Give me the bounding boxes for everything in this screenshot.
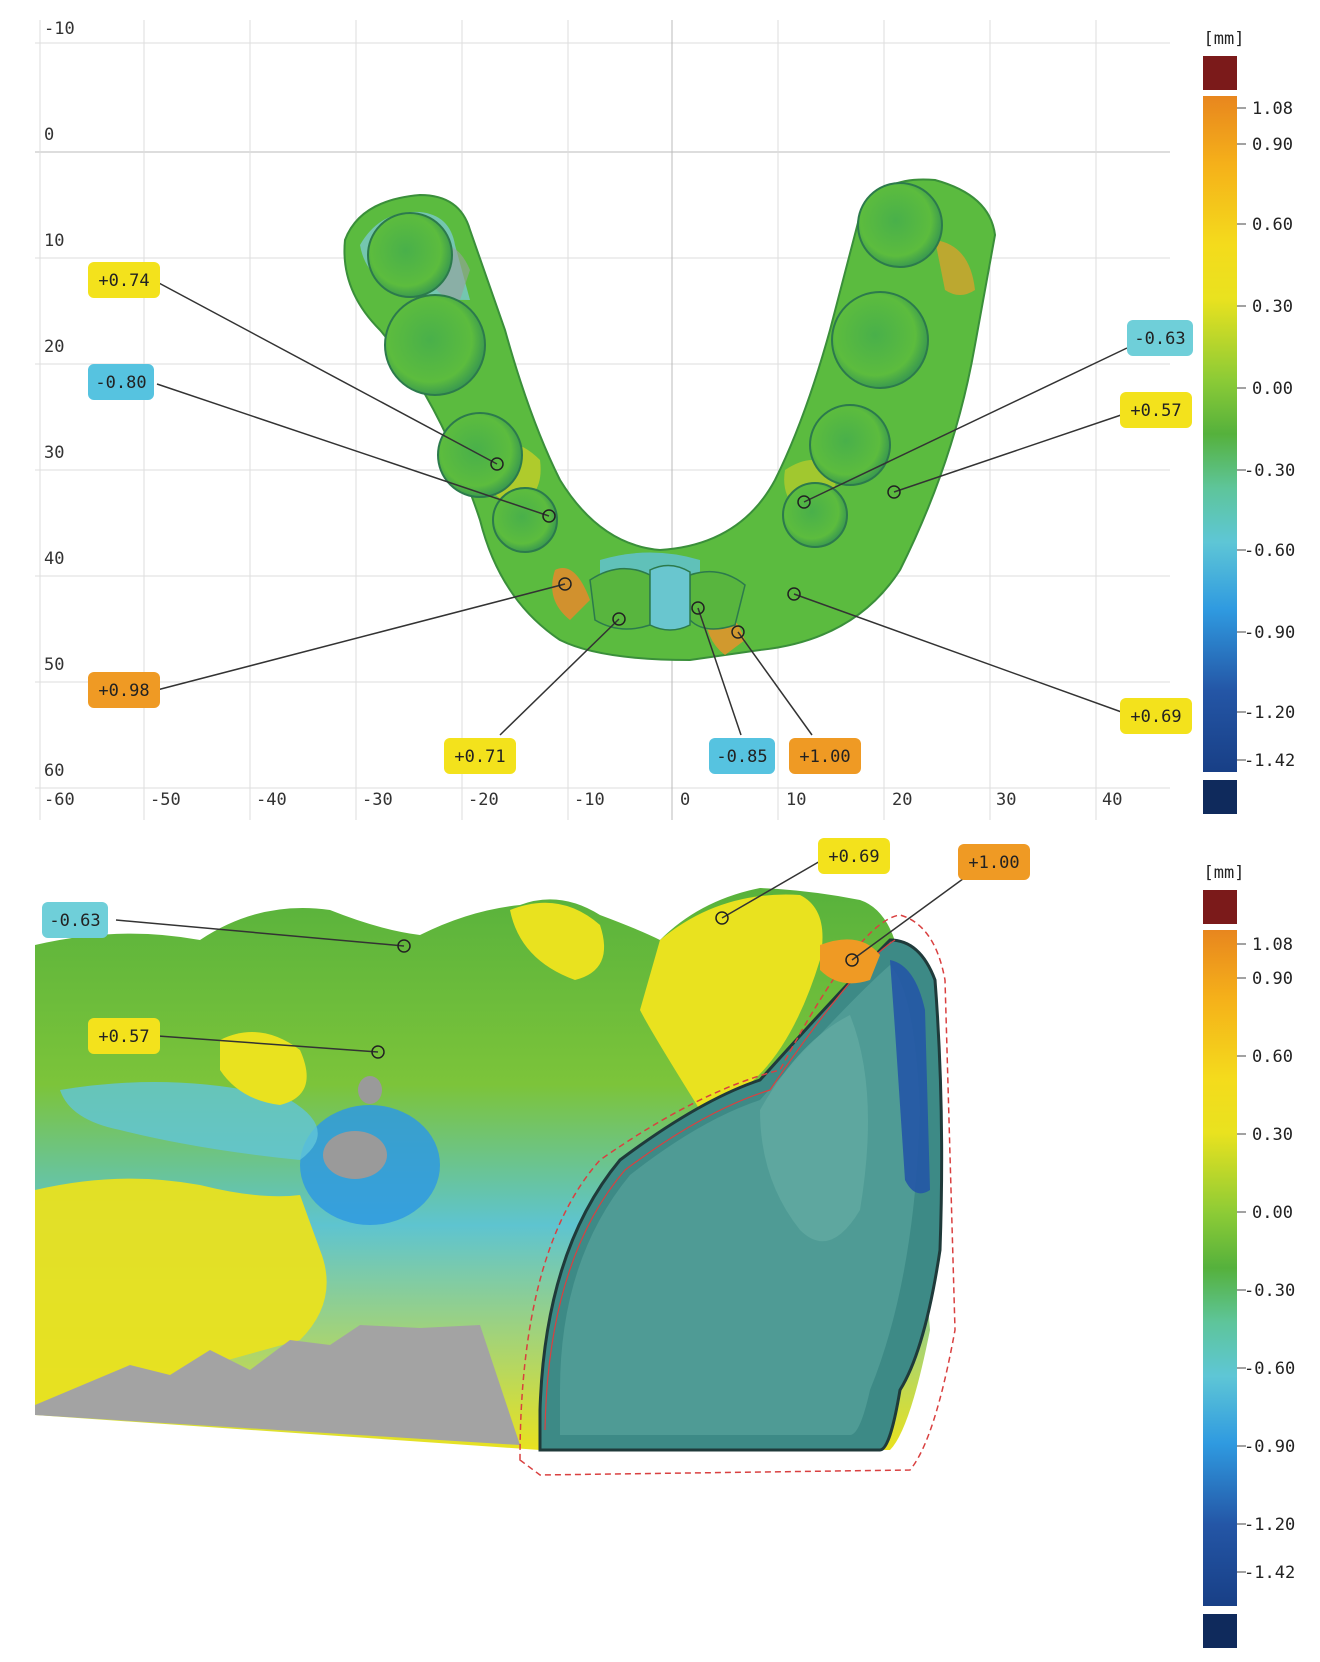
callout-value: -0.85 — [716, 747, 767, 767]
scale-label: -0.90 — [1244, 623, 1295, 643]
units-label: [mm] — [1204, 29, 1245, 49]
over-range-swatch — [1203, 890, 1237, 924]
arch-deviation-panel: -10 0 10 20 30 40 50 60 -60 -50 -40 -30 … — [0, 0, 1320, 830]
crown-section-view: -0.63 +0.57 +0.69 +1.00 [mm] 1.08 0.90 — [35, 838, 1295, 1648]
scale-label: 1.08 — [1252, 935, 1293, 955]
scale-label: -1.42 — [1244, 1563, 1295, 1583]
y-tick: -10 — [44, 19, 75, 39]
color-scale-bottom: [mm] 1.08 0.90 0.60 0.30 0.00 -0.30 -0.6… — [1203, 863, 1295, 1648]
scale-gradient — [1203, 96, 1237, 772]
callout-label-bottom-1: -0.63 — [42, 902, 108, 938]
x-tick: 40 — [1102, 790, 1122, 810]
callout-label-top-9: +0.69 — [1120, 698, 1192, 734]
scale-label: -0.90 — [1244, 1437, 1295, 1457]
callout-value: +0.57 — [1130, 401, 1181, 421]
callout-value: +0.98 — [98, 681, 149, 701]
callout-label-bottom-4: +1.00 — [958, 844, 1030, 880]
callout-value: +0.69 — [1130, 707, 1181, 727]
x-tick: 10 — [786, 790, 806, 810]
callout-points — [490, 457, 901, 639]
x-tick: 30 — [996, 790, 1016, 810]
callout-label-top-4: +0.71 — [444, 738, 516, 774]
under-range-swatch — [1203, 1614, 1237, 1648]
x-tick: 20 — [892, 790, 912, 810]
callout-value: -0.63 — [49, 911, 100, 931]
y-tick: 50 — [44, 655, 64, 675]
callout-value: +1.00 — [968, 853, 1019, 873]
callout-label-top-7: -0.63 — [1127, 320, 1193, 356]
callout-value: +0.74 — [98, 271, 149, 291]
callout-label-top-1: +0.74 — [88, 262, 160, 298]
units-label: [mm] — [1204, 863, 1245, 883]
x-tick: -60 — [44, 790, 75, 810]
callout-value: +0.69 — [828, 847, 879, 867]
under-range-swatch — [1203, 780, 1237, 814]
callout-leaders-bottom — [115, 859, 983, 1053]
over-range-swatch — [1203, 56, 1237, 90]
scale-label: 1.08 — [1252, 99, 1293, 119]
crown-section-panel: -0.63 +0.57 +0.69 +1.00 [mm] 1.08 0.90 — [0, 830, 1320, 1658]
x-tick: -30 — [362, 790, 393, 810]
color-scale-top: [mm] 1.08 0.90 0.60 0.30 0.00 -0.30 -0.6… — [1203, 29, 1295, 814]
x-tick: -50 — [150, 790, 181, 810]
y-axis-ticks: -10 0 10 20 30 40 50 60 — [44, 19, 75, 781]
scale-label: -1.20 — [1244, 703, 1295, 723]
callout-value: +0.57 — [98, 1027, 149, 1047]
scale-label: 0.90 — [1252, 969, 1293, 989]
callout-leaders — [156, 281, 1128, 736]
y-tick: 10 — [44, 231, 64, 251]
scale-label: -0.60 — [1244, 1359, 1295, 1379]
scale-label: -0.30 — [1244, 1281, 1295, 1301]
scale-label: 0.30 — [1252, 1125, 1293, 1145]
callout-value: +1.00 — [799, 747, 850, 767]
y-tick: 30 — [44, 443, 64, 463]
arch-deviation-view: -10 0 10 20 30 40 50 60 -60 -50 -40 -30 … — [35, 19, 1295, 820]
callout-label-top-8: +0.57 — [1120, 392, 1192, 428]
scale-label: 0.00 — [1252, 1203, 1293, 1223]
y-tick: 60 — [44, 761, 64, 781]
scale-label: 0.30 — [1252, 297, 1293, 317]
scale-label: -0.60 — [1244, 541, 1295, 561]
y-tick: 0 — [44, 125, 54, 145]
callout-value: -0.63 — [1134, 329, 1185, 349]
callout-label-top-5: -0.85 — [709, 738, 775, 774]
callout-label-top-6: +1.00 — [789, 738, 861, 774]
callout-label-bottom-2: +0.57 — [88, 1018, 160, 1054]
dental-arch-model — [343, 178, 997, 662]
scale-label: 0.60 — [1252, 215, 1293, 235]
scale-label: 0.60 — [1252, 1047, 1293, 1067]
scale-gradient — [1203, 930, 1237, 1606]
y-tick: 20 — [44, 337, 64, 357]
scale-label: -0.30 — [1244, 461, 1295, 481]
callout-label-top-2: -0.80 — [88, 364, 154, 400]
x-tick: 0 — [680, 790, 690, 810]
scale-label: -1.20 — [1244, 1515, 1295, 1535]
x-axis-ticks: -60 -50 -40 -30 -20 -10 0 10 20 30 40 — [44, 790, 1122, 810]
x-tick: -40 — [256, 790, 287, 810]
dentition-surface — [35, 888, 956, 1476]
callout-value: -0.80 — [95, 373, 146, 393]
callout-points-bottom — [371, 911, 859, 1059]
scale-label: -1.42 — [1244, 751, 1295, 771]
grid — [35, 20, 1170, 820]
x-tick: -10 — [574, 790, 605, 810]
y-tick: 40 — [44, 549, 64, 569]
x-tick: -20 — [468, 790, 499, 810]
scale-label: 0.00 — [1252, 379, 1293, 399]
callout-label-top-3: +0.98 — [88, 672, 160, 708]
callout-label-bottom-3: +0.69 — [818, 838, 890, 874]
callout-value: +0.71 — [454, 747, 505, 767]
scale-label: 0.90 — [1252, 135, 1293, 155]
